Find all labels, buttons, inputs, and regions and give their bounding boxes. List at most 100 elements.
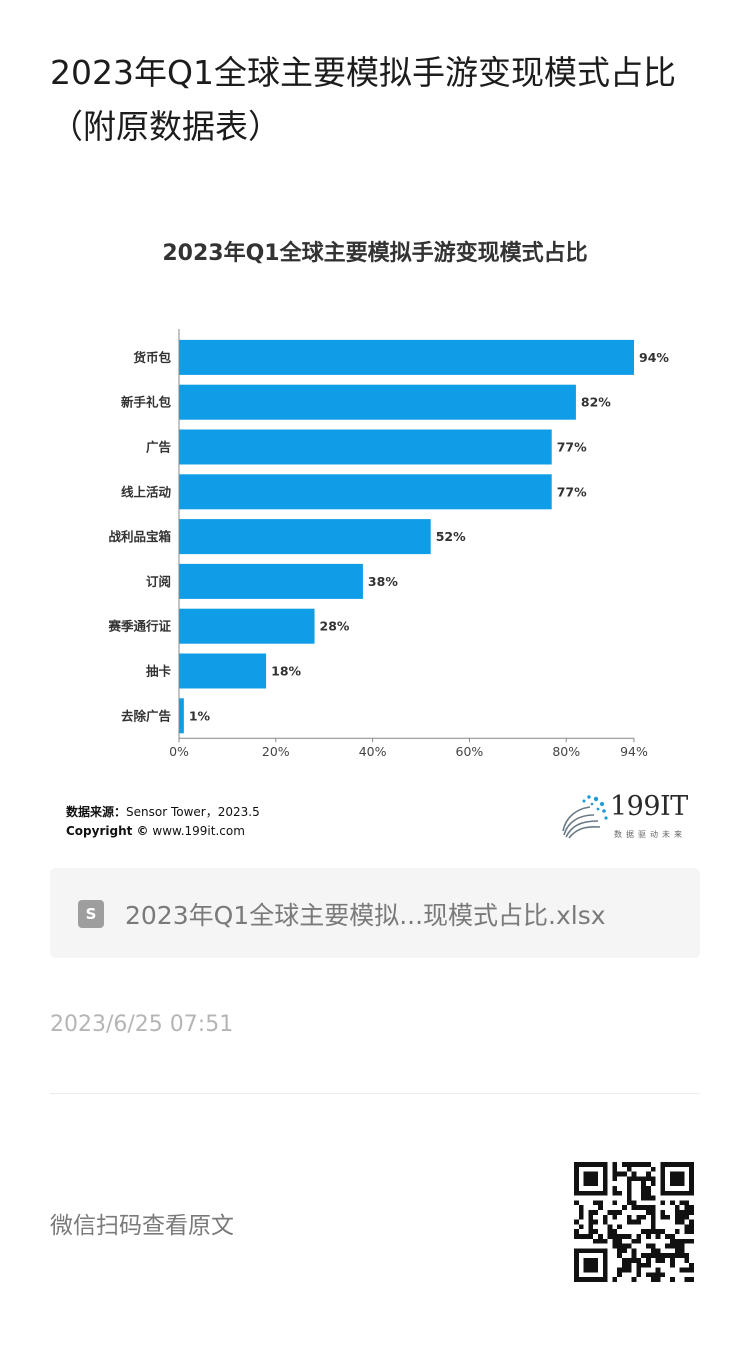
qr-finder-module <box>593 1258 598 1263</box>
divider <box>50 1093 700 1094</box>
qr-finder-module <box>660 1186 666 1191</box>
logo-tagline: 数据驱动未来 <box>614 830 686 839</box>
qr-module <box>617 1253 622 1258</box>
qr-module <box>646 1262 651 1268</box>
qr-code[interactable] <box>574 1162 694 1282</box>
qr-module <box>631 1277 637 1282</box>
bar <box>179 563 363 599</box>
qr-finder-module <box>574 1166 579 1172</box>
qr-module <box>612 1234 618 1239</box>
qr-module <box>631 1238 637 1244</box>
qr-module <box>622 1234 627 1239</box>
qr-module <box>660 1214 666 1220</box>
qr-finder-module <box>598 1248 603 1254</box>
qr-module <box>612 1176 618 1182</box>
article-title: 2023年Q1全球主要模拟手游变现模式占比（附原数据表） <box>50 53 676 146</box>
qr-module <box>674 1229 680 1234</box>
qr-finder-module <box>574 1258 579 1263</box>
qr-module <box>588 1214 594 1220</box>
qr-module <box>679 1243 685 1249</box>
qr-finder-module <box>583 1190 589 1196</box>
category-label: 货币包 <box>133 350 171 365</box>
qr-module <box>641 1176 646 1182</box>
qr-module <box>641 1186 646 1191</box>
qr-module <box>631 1176 637 1182</box>
qr-module <box>646 1210 651 1215</box>
qr-finder-module <box>593 1248 598 1254</box>
qr-module <box>617 1248 622 1254</box>
qr-module <box>650 1243 656 1249</box>
category-label: 新手礼包 <box>121 395 172 410</box>
qr-finder-module <box>588 1262 594 1268</box>
qr-finder-module <box>602 1272 608 1278</box>
qr-module <box>674 1205 680 1210</box>
qr-module <box>602 1238 608 1244</box>
qr-module <box>641 1262 646 1268</box>
qr-finder-module <box>574 1190 579 1196</box>
qr-finder-module <box>588 1267 594 1273</box>
qr-module <box>602 1219 608 1225</box>
qr-module <box>631 1248 637 1254</box>
qr-module <box>650 1229 656 1234</box>
qr-module <box>646 1171 651 1177</box>
qr-module <box>588 1210 594 1215</box>
qr-finder-module <box>689 1176 694 1182</box>
qr-module <box>660 1272 666 1278</box>
qr-finder-module <box>674 1171 680 1177</box>
qr-module <box>670 1238 675 1244</box>
source-value: Sensor Tower，2023.5 <box>126 805 260 819</box>
qr-finder-module <box>602 1190 608 1196</box>
qr-module <box>660 1229 666 1234</box>
qr-module <box>602 1214 608 1220</box>
qr-finder-module <box>665 1190 670 1196</box>
bar <box>179 474 552 510</box>
qr-finder-module <box>593 1162 598 1167</box>
bar <box>179 384 576 420</box>
qr-module <box>646 1258 651 1263</box>
qr-finder-module <box>602 1267 608 1273</box>
chart-title: 2023年Q1全球主要模拟手游变现模式占比 <box>162 241 588 266</box>
bar-chart: 货币包 94% 新手礼包 82% 广告 77% 线上活动 77% 战利品宝箱 52% 订阅 38% 赛季… <box>107 329 669 759</box>
qr-finder-module <box>593 1171 598 1177</box>
spreadsheet-icon: S <box>78 900 104 928</box>
logo-199it: 199IT 数据驱动未来 <box>558 791 698 847</box>
qr-module <box>622 1258 627 1263</box>
qr-module <box>679 1210 685 1215</box>
source-label: 数据来源： <box>66 805 127 819</box>
qr-finder-module <box>679 1181 685 1186</box>
attachment-filename[interactable]: 2023年Q1全球主要模拟...现模式占比.xlsx <box>125 901 606 930</box>
qr-finder-module <box>670 1181 675 1186</box>
qr-finder-module <box>602 1186 608 1191</box>
qr-module <box>650 1210 656 1215</box>
qr-module <box>622 1267 627 1273</box>
qr-finder-module <box>598 1277 603 1282</box>
qr-finder-module <box>598 1190 603 1196</box>
qr-module <box>684 1258 690 1263</box>
qr-module <box>574 1234 579 1239</box>
qr-module <box>617 1190 622 1196</box>
qr-finder-module <box>588 1171 594 1177</box>
qr-finder-module <box>602 1166 608 1172</box>
qr-finder-module <box>588 1248 594 1254</box>
qr-module <box>665 1214 670 1220</box>
qr-module <box>650 1248 656 1254</box>
qr-finder-module <box>574 1248 579 1254</box>
qr-module <box>684 1253 690 1258</box>
attachment-card[interactable]: S 2023年Q1全球主要模拟...现模式占比.xlsx <box>50 868 700 958</box>
qr-module <box>617 1171 622 1177</box>
qr-finder-module <box>583 1181 589 1186</box>
qr-module <box>593 1238 598 1244</box>
qr-finder-module <box>588 1190 594 1196</box>
qr-finder-module <box>660 1181 666 1186</box>
logo-icon <box>562 795 608 839</box>
qr-module <box>646 1186 651 1191</box>
x-tick-label: 0% <box>169 744 189 759</box>
qr-module <box>583 1234 589 1239</box>
qr-finder-module <box>574 1176 579 1182</box>
qr-module <box>617 1238 622 1244</box>
qr-module <box>622 1171 627 1177</box>
qr-module <box>622 1162 627 1167</box>
qr-module <box>646 1253 651 1258</box>
qr-module <box>578 1224 584 1230</box>
qr-module <box>626 1190 632 1196</box>
